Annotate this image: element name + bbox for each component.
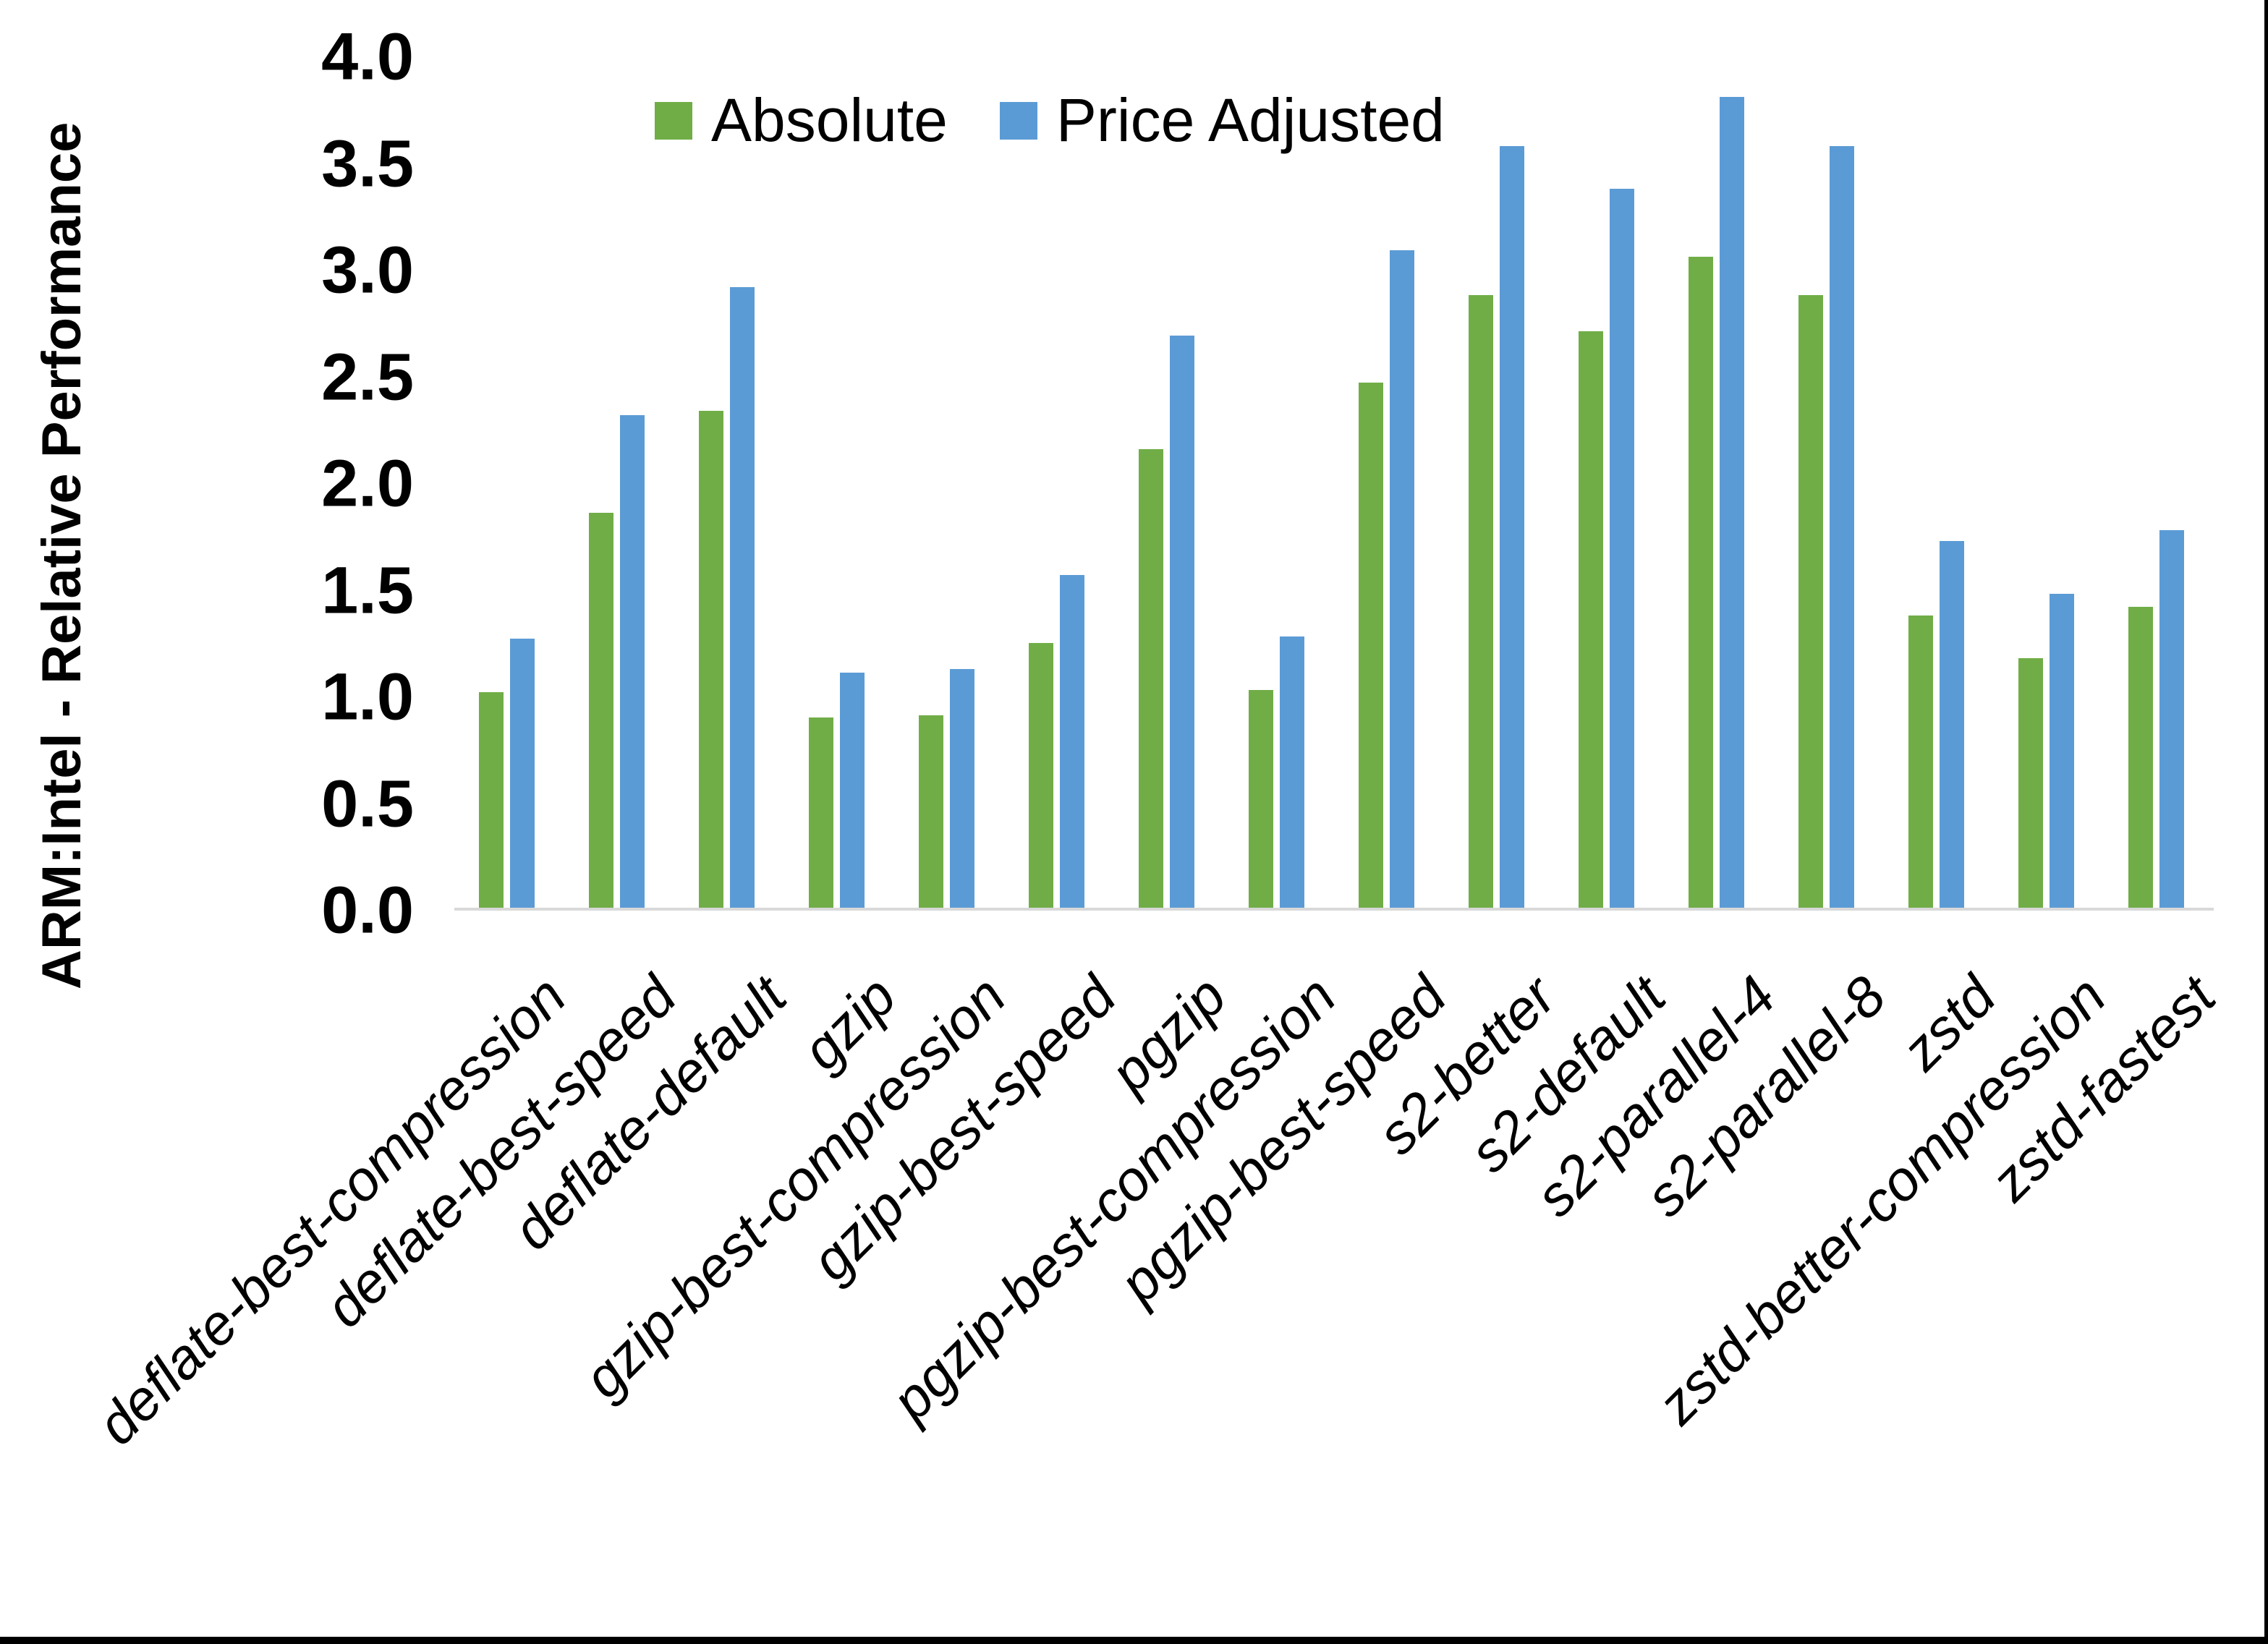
y-tick-label: 3.0 [321, 233, 414, 307]
bar-price-adjusted-s2-better [1499, 146, 1524, 908]
y-tick-label: 1.0 [321, 660, 414, 734]
bar-price-adjusted-s2-default [1609, 189, 1634, 908]
bar-absolute-pgzip-best-speed [1358, 383, 1383, 908]
bar-price-adjusted-gzip-best-compression [949, 669, 974, 908]
bar-absolute-deflate-best-speed [588, 513, 613, 908]
y-axis-tick-labels: 4.0 3.5 3.0 2.5 2.0 1.5 1.0 0.5 0.0 [0, 0, 414, 1013]
bar-absolute-gzip-best-speed [1028, 643, 1053, 908]
bar-price-adjusted-zstd-better-compression [2049, 594, 2074, 908]
bar-price-adjusted-s2-parallel-8 [1829, 146, 1854, 908]
bar-absolute-s2-default [1578, 331, 1603, 908]
y-tick-label: 2.0 [321, 446, 414, 521]
bar-absolute-pgzip-best-compression [1248, 690, 1273, 908]
bar-price-adjusted-gzip-best-speed [1059, 575, 1084, 908]
bar-absolute-gzip-best-compression [918, 715, 943, 908]
bar-price-adjusted-pgzip [1169, 336, 1194, 908]
bar-price-adjusted-zstd [1939, 541, 1964, 908]
legend-swatch-price-adjusted [999, 101, 1037, 140]
bar-price-adjusted-s2-parallel-4 [1719, 97, 1744, 908]
bar-absolute-s2-parallel-8 [1798, 295, 1823, 908]
legend-label-price-adjusted: Price Adjusted [1056, 86, 1445, 154]
y-tick-label: 0.5 [321, 767, 414, 840]
bar-absolute-zstd-fastest [2128, 607, 2153, 908]
bar-price-adjusted-pgzip-best-compression [1279, 636, 1304, 908]
legend-item-absolute: Absolute [655, 85, 948, 156]
bar-price-adjusted-deflate-best-compression [509, 639, 535, 908]
bar-price-adjusted-deflate-default [729, 287, 755, 908]
y-tick-label: 4.0 [321, 20, 414, 94]
bar-absolute-zstd [1908, 616, 1933, 908]
legend: Absolute Price Adjusted [655, 85, 1445, 156]
y-tick-label: 0.0 [321, 873, 414, 947]
bar-absolute-deflate-best-compression [478, 692, 504, 908]
bar-absolute-zstd-better-compression [2018, 658, 2043, 908]
y-tick-label: 2.5 [321, 340, 414, 414]
bar-price-adjusted-zstd-fastest [2159, 530, 2184, 908]
bar-absolute-deflate-default [698, 411, 723, 908]
bar-price-adjusted-deflate-best-speed [619, 415, 645, 908]
y-tick-label: 1.5 [321, 553, 414, 627]
bar-absolute-s2-better [1468, 295, 1493, 908]
bar-price-adjusted-pgzip-best-speed [1389, 250, 1414, 908]
legend-swatch-absolute [655, 101, 692, 140]
y-tick-label: 3.5 [321, 127, 414, 200]
bar-absolute-pgzip [1138, 449, 1163, 908]
plot-area [454, 0, 2214, 911]
legend-item-price-adjusted: Price Adjusted [999, 85, 1445, 156]
bar-absolute-gzip [808, 717, 833, 908]
bar-price-adjusted-gzip [839, 673, 865, 908]
bar-absolute-s2-parallel-4 [1688, 257, 1713, 908]
legend-label-absolute: Absolute [711, 86, 948, 154]
